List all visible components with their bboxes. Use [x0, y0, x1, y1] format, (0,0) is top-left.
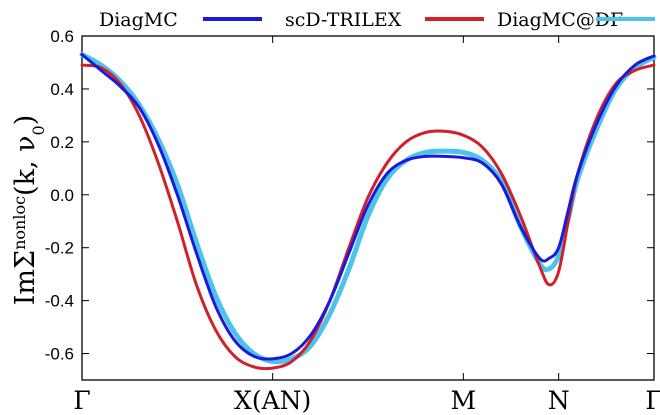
- y-tick-label: 0.2: [50, 133, 74, 152]
- plot-area: [81, 35, 655, 381]
- legend: DiagMC scD-TRILEX DiagMC@DF: [99, 9, 655, 31]
- y-axis-label: ImΣnonloc(k, ν0): [10, 115, 48, 306]
- x-tick-label: N: [548, 386, 570, 415]
- x-tick-label: Γ: [73, 386, 90, 415]
- y-axis-label-sub: 0: [29, 125, 48, 135]
- y-tick-label: -0.6: [45, 345, 74, 364]
- y-axis-label-prefix: ImΣ: [10, 250, 41, 305]
- y-tick-label: 0.4: [50, 80, 74, 99]
- y-axis-label-close: ): [10, 115, 41, 126]
- y-axis-label-args: (k, ν: [10, 135, 41, 195]
- plot-frame: [81, 35, 655, 381]
- legend-label: DiagMC@DF: [497, 9, 623, 31]
- y-axis-ticks: 0.6 0.4 0.2 0.0 -0.2 -0.4 -0.6: [45, 27, 654, 364]
- legend-label: DiagMC: [99, 9, 178, 31]
- x-axis-ticks: Γ X(AN) M N Γ: [73, 36, 660, 415]
- y-tick-label: 0.6: [50, 27, 74, 46]
- x-tick-label: X(AN): [234, 386, 311, 415]
- y-axis-label-sup: nonloc: [10, 196, 29, 250]
- legend-label: scD-TRILEX: [285, 9, 402, 31]
- x-tick-label: M: [451, 386, 477, 415]
- y-tick-label: -0.4: [45, 292, 74, 311]
- x-tick-label: Γ: [645, 386, 660, 415]
- y-tick-label: 0.0: [50, 186, 74, 205]
- series-lines: [79, 52, 657, 371]
- y-tick-label: -0.2: [45, 239, 74, 258]
- series-line-scd-trilex: [80, 63, 656, 371]
- series-line-diagmc: [80, 53, 656, 361]
